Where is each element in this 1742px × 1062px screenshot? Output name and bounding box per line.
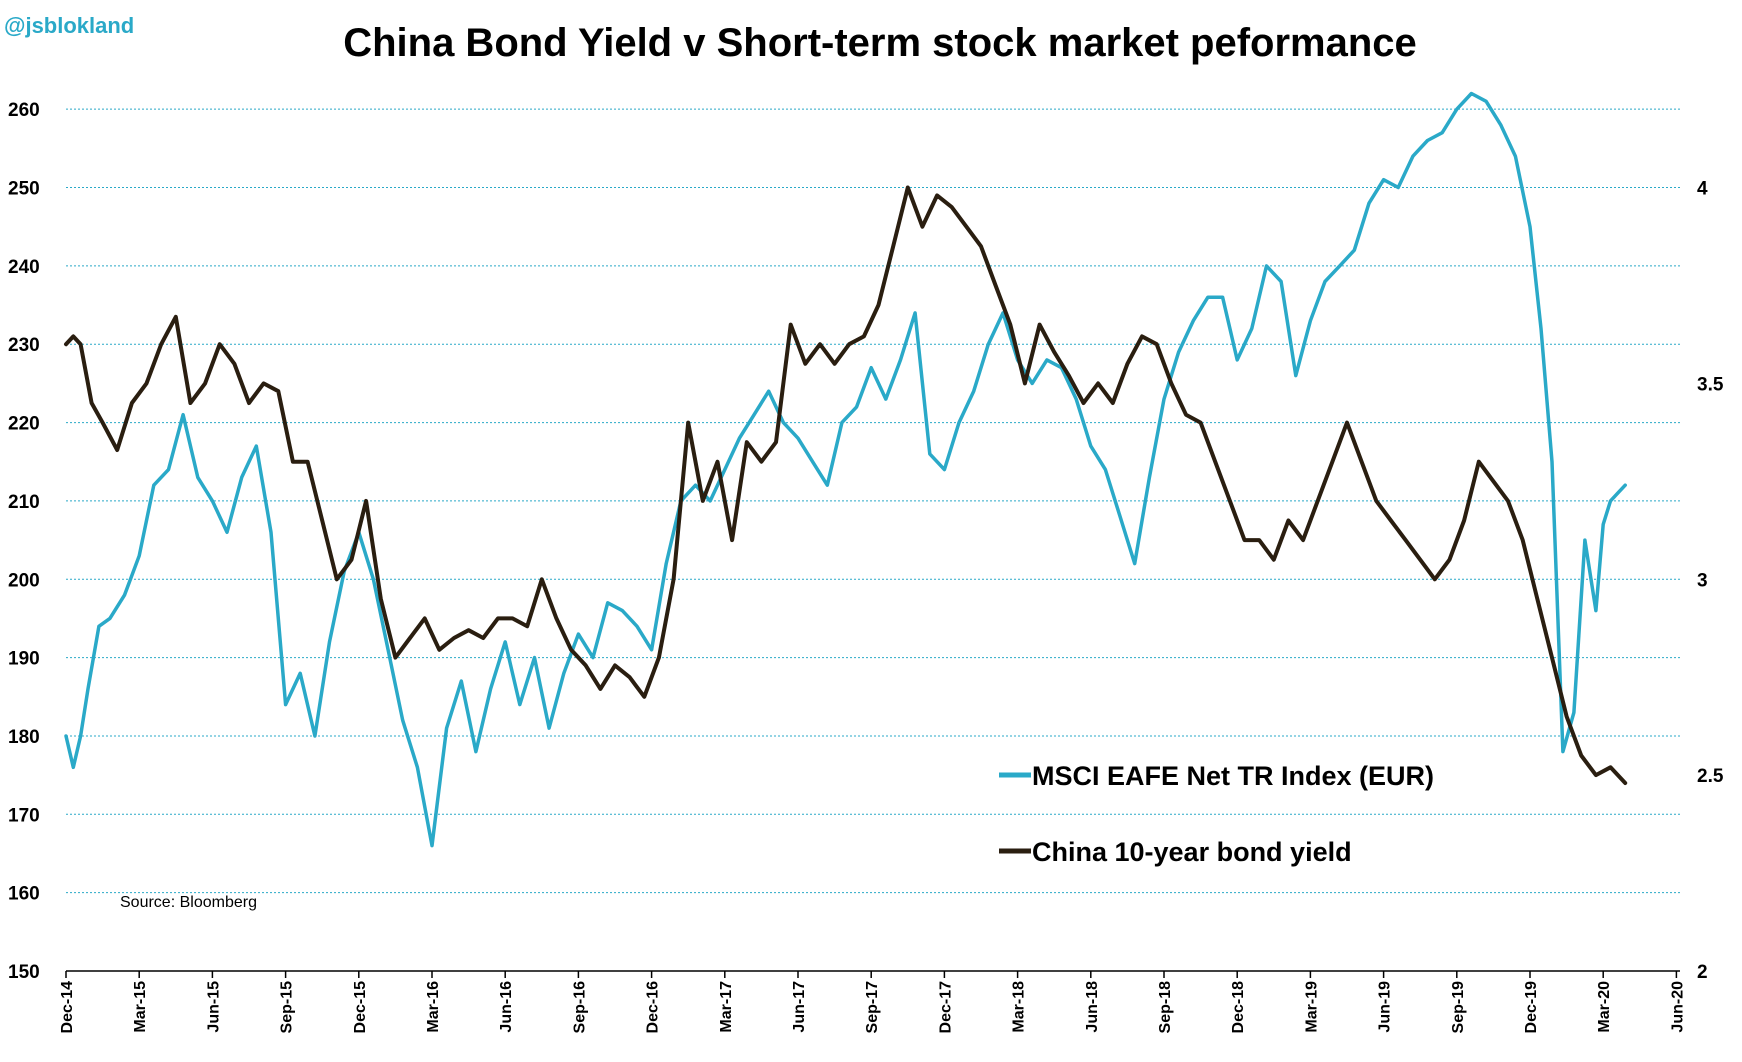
x-tick-label: Dec-15 bbox=[352, 981, 369, 1034]
left-tick-label: 170 bbox=[8, 805, 40, 826]
left-tick-label: 160 bbox=[8, 884, 40, 905]
left-tick-label: 220 bbox=[8, 414, 40, 435]
x-tick-label: Mar-15 bbox=[132, 981, 149, 1033]
x-tick-label: Jun-20 bbox=[1669, 981, 1686, 1033]
x-tick-label: Jun-15 bbox=[205, 981, 222, 1033]
x-axis: Dec-14 Mar-15 Jun-15 Sep-15 Dec-15 Mar-16 Jun-… bbox=[59, 970, 1686, 1034]
x-tick-label: Jun-16 bbox=[498, 981, 515, 1033]
left-tick-label: 190 bbox=[8, 649, 40, 670]
x-tick-label: Mar-18 bbox=[1011, 981, 1028, 1033]
x-tick-label: Mar-19 bbox=[1303, 981, 1320, 1033]
left-tick-label: 230 bbox=[8, 335, 40, 356]
china-yield-line bbox=[64, 185, 1628, 785]
left-tick-label: 150 bbox=[8, 962, 40, 983]
series-lines bbox=[64, 91, 1628, 848]
msci-eafe-line bbox=[64, 91, 1627, 848]
x-tick-label: Sep-17 bbox=[864, 981, 881, 1034]
left-axis: 150 160 170 180 190 200 210 220 230 240 250 260 bbox=[8, 100, 40, 983]
x-tick-label: Mar-17 bbox=[718, 981, 735, 1033]
x-tick-label: Sep-18 bbox=[1157, 981, 1174, 1034]
legend-label-msci: MSCI EAFE Net TR Index (EUR) bbox=[1032, 761, 1434, 791]
right-tick-label: 2.5 bbox=[1697, 766, 1724, 787]
x-tick-label: Sep-19 bbox=[1450, 981, 1467, 1034]
left-tick-label: 260 bbox=[8, 100, 40, 121]
x-tick-label: Dec-17 bbox=[937, 981, 954, 1034]
x-tick-label: Jun-18 bbox=[1084, 981, 1101, 1033]
left-tick-label: 210 bbox=[8, 492, 40, 513]
x-tick-label: Dec-19 bbox=[1523, 981, 1540, 1034]
source-note: Source: Bloomberg bbox=[120, 894, 257, 911]
legend-label-china: China 10-year bond yield bbox=[1032, 837, 1352, 867]
right-tick-label: 4 bbox=[1697, 179, 1708, 200]
x-tick-label: Mar-20 bbox=[1596, 981, 1613, 1033]
legend: MSCI EAFE Net TR Index (EUR) China 10-ye… bbox=[999, 761, 1434, 867]
x-tick-label: Mar-16 bbox=[425, 981, 442, 1033]
left-tick-label: 200 bbox=[8, 570, 40, 591]
x-tick-label: Dec-16 bbox=[645, 981, 662, 1034]
x-tick-label: Dec-14 bbox=[59, 981, 76, 1034]
gridlines bbox=[66, 108, 1680, 894]
twitter-handle: @jsblokland bbox=[4, 13, 134, 38]
left-tick-label: 240 bbox=[8, 257, 40, 278]
left-tick-label: 250 bbox=[8, 179, 40, 200]
x-tick-label: Sep-15 bbox=[279, 981, 296, 1034]
right-tick-label: 2 bbox=[1697, 962, 1708, 983]
x-tick-label: Jun-19 bbox=[1377, 981, 1394, 1033]
x-tick-label: Dec-18 bbox=[1230, 981, 1247, 1034]
x-tick-label: Jun-17 bbox=[791, 981, 808, 1033]
x-tick-label: Sep-16 bbox=[571, 981, 588, 1034]
right-tick-label: 3.5 bbox=[1697, 374, 1724, 395]
left-tick-label: 180 bbox=[8, 727, 40, 748]
right-axis: 2 2.5 3 3.5 4 bbox=[1697, 179, 1724, 983]
chart-title: China Bond Yield v Short-term stock mark… bbox=[343, 21, 1417, 65]
right-tick-label: 3 bbox=[1697, 570, 1708, 591]
